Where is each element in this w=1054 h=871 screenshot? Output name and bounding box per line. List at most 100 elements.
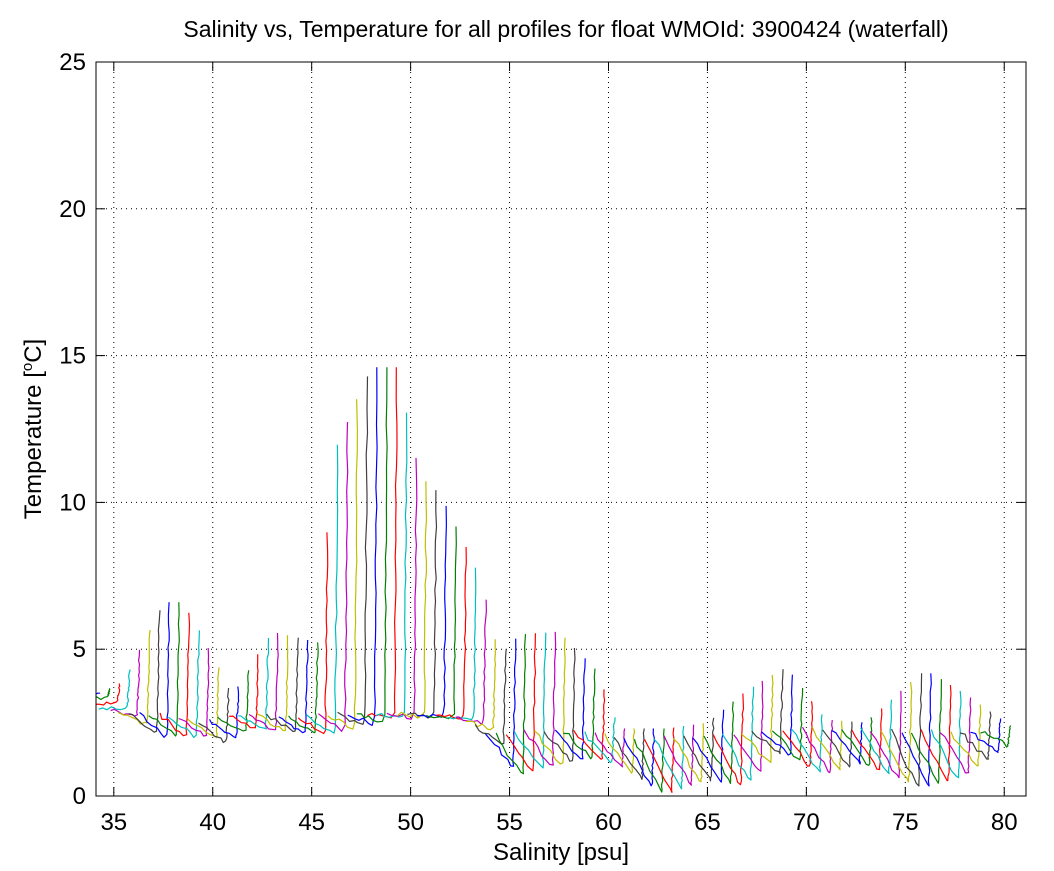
plot-area-frame xyxy=(95,61,1027,797)
profile-line xyxy=(266,637,299,733)
profile-line xyxy=(613,728,645,781)
profile-line xyxy=(584,717,616,764)
profile-lines xyxy=(96,367,1012,794)
profile-line xyxy=(712,693,745,786)
x-tick-label: 65 xyxy=(694,809,721,836)
profile-line xyxy=(337,376,369,725)
x-tick-label: 45 xyxy=(298,809,325,836)
profile-line xyxy=(604,728,636,774)
profile-line xyxy=(98,669,131,711)
profile-line xyxy=(288,642,319,734)
axis-ticks: 35 40 45 50 55 60 65 70 75 80 0 5 10 15 20 25 xyxy=(59,49,1026,836)
y-tick-label: 10 xyxy=(59,489,86,516)
profile-line xyxy=(159,612,191,737)
profile-line xyxy=(790,714,823,773)
profile-line xyxy=(959,711,992,760)
profile-line xyxy=(465,639,496,731)
profile-line xyxy=(851,708,883,771)
profile-line xyxy=(910,679,942,784)
profile-line xyxy=(96,692,101,695)
profile-line xyxy=(771,687,804,761)
profile-line xyxy=(822,721,853,768)
profile-line xyxy=(455,599,487,726)
profile-line xyxy=(198,687,230,744)
x-tick-label: 35 xyxy=(100,809,127,836)
grid xyxy=(96,62,1026,796)
profile-line xyxy=(930,690,962,779)
x-tick-label: 55 xyxy=(496,809,523,836)
profile-line xyxy=(208,686,240,739)
y-tick-label: 5 xyxy=(73,636,86,663)
profile-line xyxy=(317,421,349,733)
profile-line xyxy=(386,457,418,720)
profile-line xyxy=(653,726,685,790)
y-tick-label: 20 xyxy=(59,196,86,223)
profile-line xyxy=(238,637,270,730)
x-tick-label: 60 xyxy=(595,809,622,836)
profile-line xyxy=(474,648,507,745)
y-axis-label-unit: C] xyxy=(20,339,47,363)
profile-line xyxy=(217,670,250,732)
x-axis-label: Salinity [psu] xyxy=(493,839,629,866)
profile-line xyxy=(950,704,982,767)
profile-line xyxy=(128,610,161,733)
profile-line xyxy=(168,630,200,739)
profile-line xyxy=(860,699,893,775)
y-tick-label: 0 xyxy=(73,783,86,810)
profile-line xyxy=(505,633,537,772)
profile-line xyxy=(356,367,388,723)
profile-line xyxy=(703,701,735,785)
chart-title: Salinity vs, Temperature for all profile… xyxy=(183,16,948,42)
profile-line xyxy=(417,505,447,719)
profile-line xyxy=(139,602,170,738)
profile-line xyxy=(256,635,289,732)
profile-line xyxy=(920,684,952,782)
profile-line xyxy=(117,629,151,725)
profile-line xyxy=(543,647,576,762)
profile-line xyxy=(751,669,784,755)
profile-line xyxy=(721,686,755,781)
profile-line xyxy=(523,631,557,766)
profile-line xyxy=(692,709,725,783)
y-axis-label-main: Temperature [ xyxy=(20,371,47,519)
x-tick-label: 70 xyxy=(793,809,820,836)
profile-line xyxy=(347,367,378,727)
profile-line xyxy=(782,701,814,767)
profile-line xyxy=(96,688,111,701)
profile-line xyxy=(733,680,764,772)
y-tick-label: 15 xyxy=(59,343,86,370)
profile-line xyxy=(980,725,1012,748)
profile-line xyxy=(327,399,358,730)
x-tick-label: 40 xyxy=(199,809,226,836)
profile-line xyxy=(96,683,121,706)
profile-line xyxy=(148,602,180,737)
profile-line xyxy=(229,654,259,729)
profile-line xyxy=(485,638,517,767)
profile-line xyxy=(831,722,863,765)
x-tick-label: 75 xyxy=(892,809,919,836)
profile-line xyxy=(563,668,596,760)
profile-line xyxy=(396,481,428,719)
profile-line xyxy=(672,723,705,783)
profile-line xyxy=(495,634,527,775)
profile-line xyxy=(178,647,210,737)
profile-line xyxy=(801,720,834,774)
profile-line xyxy=(187,667,220,739)
x-tick-label: 50 xyxy=(397,809,424,836)
profile-line xyxy=(278,639,309,734)
profile-line xyxy=(305,444,339,734)
profile-line xyxy=(297,532,329,735)
profile-line xyxy=(869,690,902,779)
profile-line xyxy=(573,689,606,760)
profile-line xyxy=(644,727,675,794)
profile-line xyxy=(110,649,141,717)
profile-line xyxy=(880,682,913,783)
x-tick-label: 80 xyxy=(991,809,1018,836)
profile-line xyxy=(533,637,566,765)
profile-line xyxy=(623,728,655,787)
profile-line xyxy=(554,658,586,760)
profile-line xyxy=(841,717,873,766)
profile-line xyxy=(761,674,793,756)
